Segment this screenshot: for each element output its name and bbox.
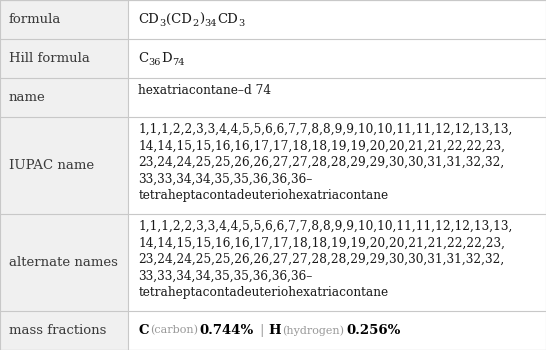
Text: (CD: (CD xyxy=(166,13,192,26)
Text: 3: 3 xyxy=(238,19,244,28)
Text: hexatriacontane–d 74: hexatriacontane–d 74 xyxy=(138,84,271,97)
Bar xyxy=(0,311,128,350)
Text: C: C xyxy=(138,324,149,337)
Text: |: | xyxy=(259,324,264,337)
Text: 34: 34 xyxy=(204,19,217,28)
Text: ): ) xyxy=(199,13,204,26)
Text: (carbon): (carbon) xyxy=(150,325,198,336)
Text: (hydrogen): (hydrogen) xyxy=(282,325,344,336)
Bar xyxy=(0,39,128,78)
Text: mass fractions: mass fractions xyxy=(9,324,106,337)
Text: alternate names: alternate names xyxy=(9,256,118,269)
Text: Hill formula: Hill formula xyxy=(9,52,90,65)
Text: 1,1,1,2,2,3,3,4,4,5,5,6,6,7,7,8,8,9,9,10,10,11,11,12,12,13,13,
14,14,15,15,16,16: 1,1,1,2,2,3,3,4,4,5,5,6,6,7,7,8,8,9,9,10… xyxy=(138,220,513,299)
Text: 1,1,1,2,2,3,3,4,4,5,5,6,6,7,7,8,8,9,9,10,10,11,11,12,12,13,13,
14,14,15,15,16,16: 1,1,1,2,2,3,3,4,4,5,5,6,6,7,7,8,8,9,9,10… xyxy=(138,123,513,202)
Text: C: C xyxy=(138,52,149,65)
Bar xyxy=(0,0,128,39)
Bar xyxy=(128,311,546,350)
Bar xyxy=(128,39,546,78)
Text: IUPAC name: IUPAC name xyxy=(9,159,94,172)
Text: 0.744%: 0.744% xyxy=(200,324,254,337)
Text: CD: CD xyxy=(138,13,159,26)
Text: 36: 36 xyxy=(149,58,161,66)
Text: CD: CD xyxy=(217,13,238,26)
Bar xyxy=(128,117,546,214)
Text: formula: formula xyxy=(9,13,61,26)
Bar xyxy=(128,214,546,311)
Text: name: name xyxy=(9,91,46,104)
Bar xyxy=(0,214,128,311)
Text: H: H xyxy=(269,324,281,337)
Bar xyxy=(0,117,128,214)
Text: 74: 74 xyxy=(173,58,185,66)
Text: 0.256%: 0.256% xyxy=(346,324,401,337)
Bar xyxy=(128,0,546,39)
Text: 2: 2 xyxy=(192,19,198,28)
Text: 3: 3 xyxy=(159,19,165,28)
Text: D: D xyxy=(162,52,172,65)
Bar xyxy=(0,78,128,117)
Bar xyxy=(128,78,546,117)
